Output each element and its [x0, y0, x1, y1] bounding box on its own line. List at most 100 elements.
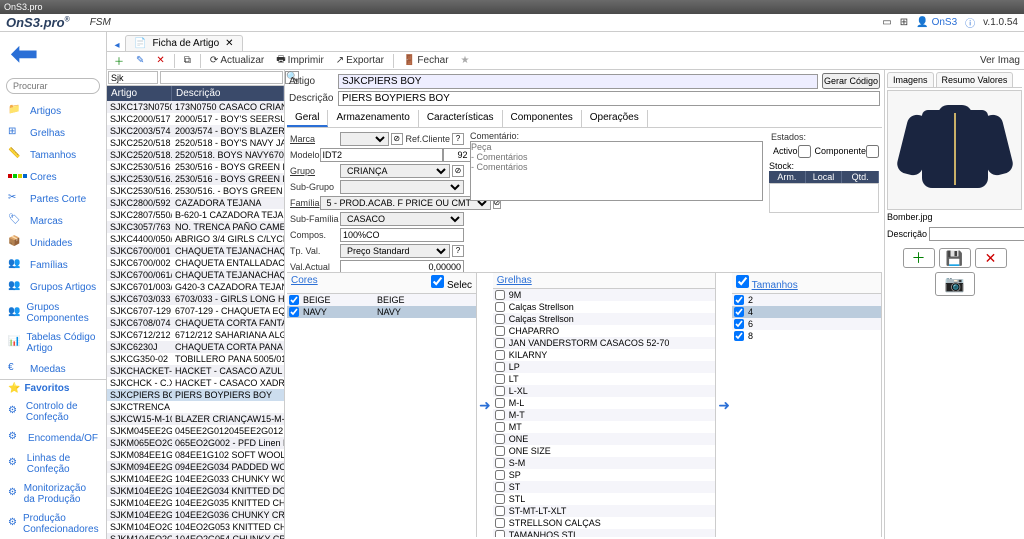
gerar-codigo-button[interactable]: Gerar Código: [822, 73, 880, 89]
grid-row[interactable]: SJKC6230JCHAQUETA CORTA PANA 6702/0010/C…: [107, 341, 284, 353]
grid-row[interactable]: SJKM104EE2G033104EE2G033 CHUNKY WOOL: [107, 473, 284, 485]
subtab[interactable]: Armazenamento: [328, 110, 418, 127]
nav-item[interactable]: 📊Tabelas Código Artigo: [0, 328, 106, 358]
grid-row[interactable]: SJKC2800/592CAZADORA TEJANA: [107, 197, 284, 209]
subgrupo-select[interactable]: [340, 180, 464, 194]
tamanhos-row[interactable]: 6: [732, 318, 881, 330]
cores-header[interactable]: Cores: [291, 275, 318, 291]
grelhas-row[interactable]: TAMANHOS STL: [493, 529, 716, 537]
grelhas-checkbox[interactable]: [495, 398, 505, 408]
estado-checkbox[interactable]: [866, 145, 879, 158]
nav-item[interactable]: 👥Grupos Artigos: [0, 276, 106, 298]
grid-row[interactable]: SJKC2520/5182520/518 - BOY'S NAVY JACKET…: [107, 137, 284, 149]
nav-item[interactable]: Cores: [0, 166, 106, 188]
grelhas-row[interactable]: ST: [493, 481, 716, 493]
grelhas-checkbox[interactable]: [495, 374, 505, 384]
grid-row[interactable]: SJKC2530/5162530/516 - BOYS GREEN HUSKY6…: [107, 161, 284, 173]
modelo-field[interactable]: [320, 148, 443, 162]
add-button[interactable]: ＋: [111, 53, 127, 68]
grid-row[interactable]: SJKC2000/5172000/517 - BOY'S SEERSUCKER …: [107, 113, 284, 125]
grid-row[interactable]: SJKCTRENCA: [107, 401, 284, 413]
grid-filter-artigo[interactable]: [108, 71, 158, 84]
nav-item[interactable]: 🏷Marcas: [0, 210, 106, 232]
grelhas-row[interactable]: Calças Strellson: [493, 301, 716, 313]
layout-icon[interactable]: ▭: [882, 17, 891, 28]
grelhas-checkbox[interactable]: [495, 446, 505, 456]
print-button[interactable]: 🖶 Imprimir: [273, 52, 327, 69]
tamanhos-body[interactable]: 2468: [732, 294, 881, 537]
grid-body[interactable]: SJKC173N0750173N0750 CASACO CRIANÇA173N0…: [107, 101, 284, 539]
grid-row[interactable]: SJKM084EE1G102084EE1G102 SOFT WOOL: [107, 449, 284, 461]
close-button[interactable]: 🚪 Fechar: [400, 55, 452, 66]
grid-row[interactable]: SJKC6703/0336703/033 - GIRLS LONG HUSKY6…: [107, 293, 284, 305]
grelhas-row[interactable]: M-T: [493, 409, 716, 421]
edit-button[interactable]: ✎: [133, 55, 147, 66]
product-image[interactable]: [887, 90, 1022, 210]
user-icon[interactable]: 👤 OnS3: [916, 17, 957, 28]
grid-row[interactable]: SJKM065EO2G00065EO2G002 - PFD Linen Blz0…: [107, 437, 284, 449]
grelhas-checkbox[interactable]: [495, 458, 505, 468]
tamanhos-checkbox[interactable]: [734, 319, 744, 329]
grelhas-checkbox[interactable]: [495, 410, 505, 420]
grelhas-checkbox[interactable]: [495, 506, 505, 516]
grelhas-checkbox[interactable]: [495, 290, 505, 300]
refcliente-help-icon[interactable]: ?: [452, 133, 464, 145]
grid-col-artigo[interactable]: Artigo: [107, 86, 172, 101]
grelhas-row[interactable]: STL: [493, 493, 716, 505]
nav-item[interactable]: ✂Partes Corte: [0, 188, 106, 210]
tamanhos-row[interactable]: 4: [732, 306, 881, 318]
grelhas-row[interactable]: Calças Strellson: [493, 313, 716, 325]
fav-item[interactable]: ⚙Produção Confecionadores: [0, 509, 106, 539]
marca-select[interactable]: [340, 132, 389, 146]
nav-item[interactable]: 👥Famílias: [0, 254, 106, 276]
fav-item[interactable]: ⚙Encomenda/OF: [0, 427, 106, 449]
grelhas-checkbox[interactable]: [495, 338, 505, 348]
fav-item[interactable]: ⚙Controlo de Confeção: [0, 397, 106, 427]
cores-checkbox[interactable]: [289, 307, 299, 317]
grid-row[interactable]: SJKC6700/001CHAQUETA TEJANACHAQUETA TEJA…: [107, 245, 284, 257]
subtab[interactable]: Operações: [582, 110, 648, 127]
grelhas-checkbox[interactable]: [495, 482, 505, 492]
grid-row[interactable]: SJKM104EO2G053104EO2G053 KNITTED CHECK10…: [107, 521, 284, 533]
tamanhos-row[interactable]: 8: [732, 330, 881, 342]
nav-item[interactable]: 📁Artigos: [0, 100, 106, 122]
tamanhos-header[interactable]: Tamanhos: [752, 280, 798, 291]
cores-row[interactable]: NAVYNAVY: [287, 306, 476, 318]
sidebar-search-input[interactable]: [6, 78, 100, 94]
grid-row[interactable]: SJKC6700/061/40CHAQUETA TEJANACHAQUETA T…: [107, 269, 284, 281]
tamanhos-row[interactable]: 2: [732, 294, 881, 306]
grelhas-checkbox[interactable]: [495, 314, 505, 324]
grelhas-checkbox[interactable]: [495, 362, 505, 372]
grid-row[interactable]: SJKCHCK - C.XADHACKET - CASACO XADREZ AC…: [107, 377, 284, 389]
descricao-field[interactable]: [338, 91, 880, 106]
grid-row[interactable]: SJKC6708/074CHAQUETA CORTA FANTASIA6708/…: [107, 317, 284, 329]
estado-checkbox[interactable]: [798, 145, 811, 158]
arrow-right-2-icon[interactable]: ➜: [716, 397, 732, 414]
marca-clear-icon[interactable]: ⊘: [391, 133, 403, 145]
grelhas-row[interactable]: ONE SIZE: [493, 445, 716, 457]
tamanhos-checkbox[interactable]: [734, 331, 744, 341]
grelhas-row[interactable]: M-L: [493, 397, 716, 409]
cores-selec-checkbox[interactable]: [431, 275, 444, 288]
grupo-clear-icon[interactable]: ⊘: [452, 165, 464, 177]
grid-row[interactable]: SJKM104EE2G036104EE2G036 CHUNKY CROCHET: [107, 509, 284, 521]
favorites-header[interactable]: ⭐ Favoritos: [0, 379, 106, 397]
grelhas-checkbox[interactable]: [495, 422, 505, 432]
grelhas-row[interactable]: LP: [493, 361, 716, 373]
grid-row[interactable]: SJKCW15-M-10-SBLAZER CRIANÇAW15-M-11-S -…: [107, 413, 284, 425]
comentario-textarea[interactable]: [470, 141, 763, 201]
subtab[interactable]: Geral: [287, 110, 328, 127]
nav-item[interactable]: 📏Tamanhos: [0, 144, 106, 166]
grelhas-checkbox[interactable]: [495, 530, 505, 537]
grelhas-checkbox[interactable]: [495, 386, 505, 396]
tamanhos-checkbox[interactable]: [734, 295, 744, 305]
artigo-field[interactable]: [338, 74, 818, 89]
subfamilia-select[interactable]: CASACO: [340, 212, 464, 226]
grid-row[interactable]: SJKC2530/516..2530/516. - BOYS GREEN HUS…: [107, 185, 284, 197]
grid-col-descricao[interactable]: Descrição: [172, 86, 284, 101]
grelhas-header[interactable]: Grelhas: [497, 275, 532, 286]
tab-ficha-artigo[interactable]: 📄 Ficha de Artigo ✕: [125, 35, 243, 51]
grid-row[interactable]: SJKCG350-02TOBILLERO PANA 5005/010/TOBIL…: [107, 353, 284, 365]
grelhas-row[interactable]: MT: [493, 421, 716, 433]
tab-resumo-valores[interactable]: Resumo Valores: [936, 72, 1014, 87]
